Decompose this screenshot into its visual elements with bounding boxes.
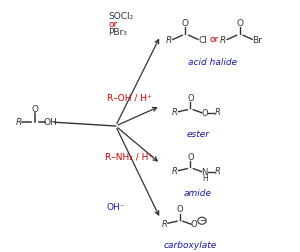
Text: ester: ester <box>186 130 209 139</box>
Text: SOCl₂: SOCl₂ <box>108 13 134 21</box>
Text: OH⁻: OH⁻ <box>107 203 125 212</box>
Text: R–OH / H⁺: R–OH / H⁺ <box>107 94 152 103</box>
Text: R: R <box>166 36 172 45</box>
Text: O: O <box>201 109 208 118</box>
Text: R–NH₂ / H⁺: R–NH₂ / H⁺ <box>105 153 153 162</box>
Text: R: R <box>16 118 22 127</box>
Text: H: H <box>202 174 208 183</box>
Text: acid halide: acid halide <box>188 58 237 67</box>
Text: PBr₃: PBr₃ <box>108 27 127 37</box>
Text: or: or <box>108 20 117 29</box>
Text: O: O <box>176 205 183 214</box>
Text: R: R <box>172 167 178 176</box>
Text: OH: OH <box>44 118 58 127</box>
Text: R: R <box>172 108 178 117</box>
Text: R: R <box>215 108 221 117</box>
Text: or: or <box>210 35 219 44</box>
Text: O: O <box>32 105 38 114</box>
Text: −: − <box>199 216 205 225</box>
Text: R: R <box>214 167 220 176</box>
Text: Cl: Cl <box>198 36 207 45</box>
Text: amide: amide <box>184 189 212 198</box>
Text: carboxylate: carboxylate <box>164 241 217 249</box>
Text: N: N <box>202 168 208 177</box>
Text: O: O <box>191 220 197 229</box>
Text: R: R <box>161 220 167 229</box>
Text: O: O <box>236 19 243 28</box>
Text: Br: Br <box>252 36 262 45</box>
Text: R: R <box>220 36 226 45</box>
Text: O: O <box>187 153 194 162</box>
Text: O: O <box>187 94 194 103</box>
Text: O: O <box>182 19 189 28</box>
